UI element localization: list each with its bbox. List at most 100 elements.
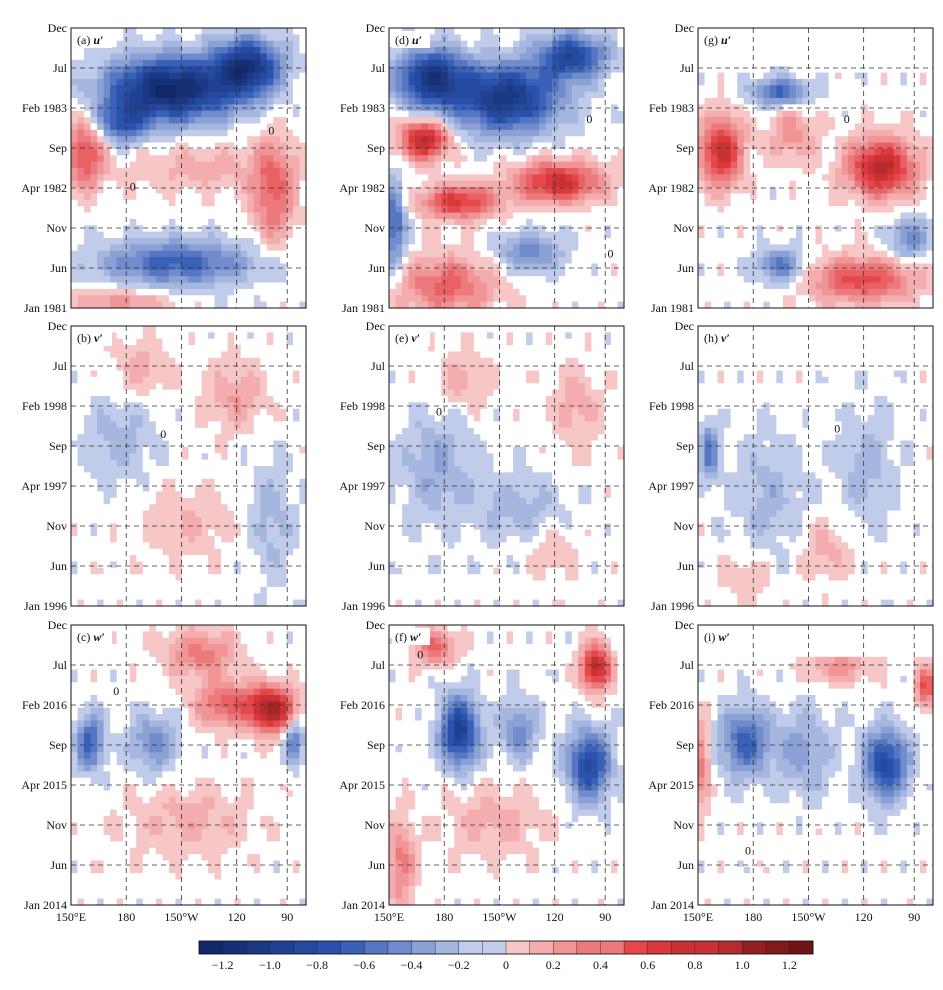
heat-cell <box>110 650 118 658</box>
heat-cell <box>221 758 229 766</box>
heat-cell <box>292 720 301 728</box>
heat-cell <box>90 136 98 144</box>
heat-cell <box>208 650 216 658</box>
heat-cell <box>227 383 235 391</box>
heat-cell <box>240 180 248 188</box>
heat-cell <box>201 370 209 378</box>
heat-cell <box>201 123 209 131</box>
heat-cell <box>292 510 301 518</box>
heat-cell <box>168 34 177 42</box>
heat-cell <box>77 148 85 156</box>
heat-cell <box>279 282 288 290</box>
heat-cell <box>155 516 163 524</box>
heat-cell <box>234 193 242 201</box>
heat-cell <box>221 536 229 543</box>
heat-cell <box>71 650 79 658</box>
heat-cell <box>168 91 177 99</box>
heat-cell <box>408 91 416 99</box>
heat-cell <box>90 485 98 493</box>
heat-cell <box>195 257 203 265</box>
heat-cell <box>175 675 183 683</box>
heat-cell <box>116 250 124 258</box>
heat-cell <box>279 415 288 423</box>
heat-cell <box>188 516 196 524</box>
heat-cell <box>168 866 177 874</box>
heat-cell <box>110 72 118 80</box>
heat-cell <box>103 682 111 690</box>
heat-cell <box>110 199 118 207</box>
heat-cell <box>84 345 92 353</box>
heat-cell <box>136 758 144 766</box>
heat-cell <box>253 263 261 271</box>
heat-cell <box>286 796 294 804</box>
heat-cell <box>253 815 261 823</box>
heat-cell <box>247 707 255 715</box>
heat-cell <box>208 440 216 448</box>
heat-cell <box>142 777 150 785</box>
heat-cell <box>227 580 235 588</box>
heat-cell <box>168 136 177 144</box>
heat-cell <box>129 28 137 35</box>
heat-cell <box>201 389 209 397</box>
heat-cell <box>162 370 170 378</box>
heat-cell <box>136 332 144 340</box>
heat-cell <box>168 669 177 677</box>
heat-cell <box>299 809 307 817</box>
heat-cell <box>299 47 307 55</box>
heat-cell <box>389 47 397 55</box>
heat-cell <box>136 276 144 284</box>
heat-cell <box>181 790 190 798</box>
heat-cell <box>273 421 281 429</box>
heat-cell <box>266 250 274 258</box>
heat-cell <box>84 244 92 252</box>
heat-cell <box>408 263 416 271</box>
heat-cell <box>97 155 105 163</box>
heat-cell <box>116 497 124 505</box>
heat-cell <box>260 523 268 531</box>
heat-cell <box>247 631 255 639</box>
heat-cell <box>168 726 177 734</box>
heat-cell <box>286 180 294 188</box>
heat-cell <box>84 720 92 728</box>
heat-cell <box>97 580 105 588</box>
heat-cell <box>77 536 85 543</box>
heat-cell <box>77 707 85 715</box>
heat-cell <box>110 561 118 569</box>
heat-cell <box>247 142 255 150</box>
heat-cell <box>234 295 242 303</box>
heat-cell <box>208 110 216 118</box>
heat-cell <box>71 822 79 830</box>
heat-cell <box>110 263 118 271</box>
heat-cell <box>129 548 137 556</box>
heat-cell <box>84 669 92 677</box>
heat-cell <box>116 34 124 42</box>
heat-cell <box>136 701 144 709</box>
heat-cell <box>234 40 242 48</box>
heat-cell <box>247 389 255 397</box>
heat-cell <box>116 78 124 86</box>
heat-cell <box>240 777 248 785</box>
heat-cell <box>201 733 209 741</box>
heat-cell <box>116 66 124 74</box>
heat-cell <box>214 174 222 182</box>
heat-cell <box>201 257 209 265</box>
heat-cell <box>77 453 85 461</box>
heat-cell <box>266 828 274 836</box>
heat-cell <box>149 110 157 118</box>
heat-cell <box>175 34 183 42</box>
heat-cell <box>142 472 150 480</box>
heat-cell <box>292 187 301 195</box>
heat-cell <box>168 644 177 652</box>
heat-cell <box>292 637 301 645</box>
heat-cell <box>253 854 261 862</box>
heat-cell <box>266 854 274 862</box>
heat-cell <box>97 758 105 766</box>
heat-cell <box>188 828 196 836</box>
heat-cell <box>227 180 235 188</box>
heat-cell <box>279 250 288 258</box>
heat-cell <box>116 758 124 766</box>
heat-cell <box>181 580 190 588</box>
heat-cell <box>273 478 281 486</box>
heat-cell <box>286 625 294 632</box>
heat-cell <box>123 193 131 201</box>
